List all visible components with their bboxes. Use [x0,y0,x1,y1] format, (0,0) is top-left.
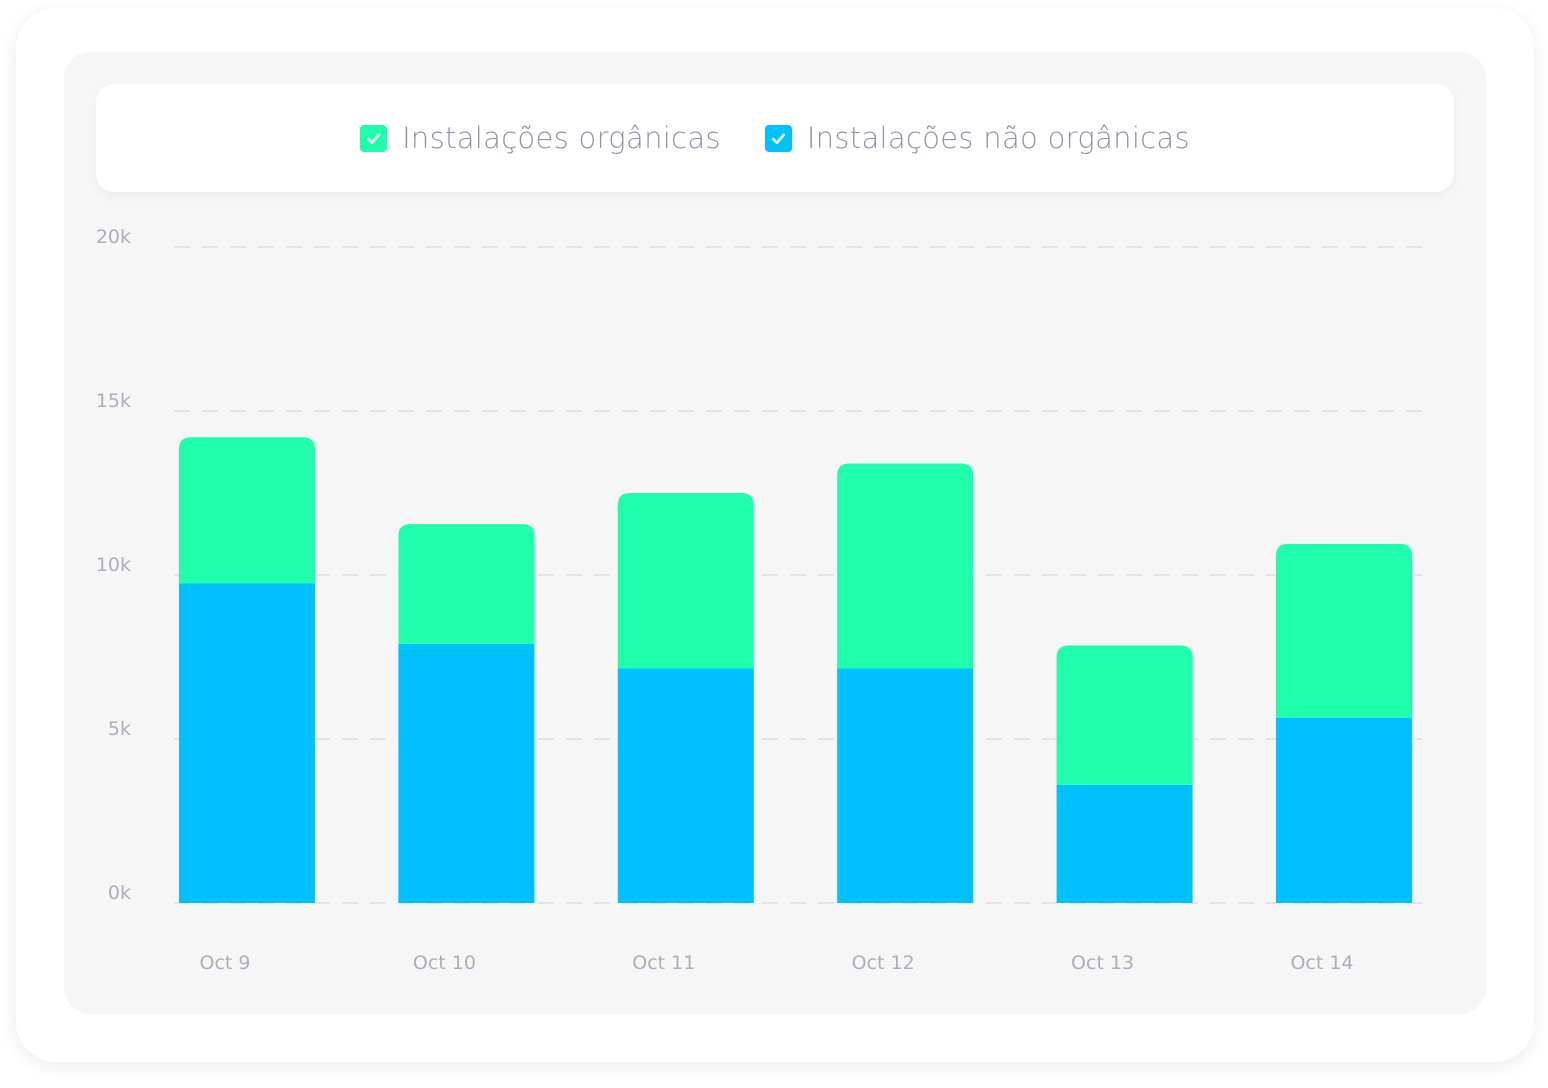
y-tick-label: 15k [96,390,131,412]
bar-segment-non-organic [617,668,754,903]
x-tick-label: Oct 11 [632,952,695,974]
bar-segment-organic [617,493,754,669]
y-tick-label: 10k [96,554,131,576]
y-tick-label: 0k [108,882,131,904]
bar-segment-non-organic [837,668,974,903]
x-tick-label: Oct 12 [852,952,915,974]
bar-segment-organic [1276,543,1412,718]
y-tick-label: 5k [108,718,131,740]
checkmark-icon[interactable] [360,124,388,152]
bar-segment-non-organic [1276,717,1412,903]
bar-segment-organic [837,463,974,669]
x-tick-label: Oct 10 [413,952,476,974]
bar-segment-non-organic [1056,784,1193,903]
bar-segment-organic [179,437,315,584]
legend-item-non-organic[interactable]: Instalações não orgânicas [764,121,1190,155]
x-tick-label: Oct 14 [1290,952,1353,974]
x-tick-label: Oct 13 [1071,952,1134,974]
bar-segment-non-organic [398,643,535,903]
x-tick-label: Oct 9 [200,952,251,974]
legend-label-non-organic: Instalações não orgânicas [806,121,1190,155]
legend-label-organic: Instalações orgânicas [402,121,721,155]
bar-segment-organic [398,524,535,644]
legend-item-organic[interactable]: Instalações orgânicas [360,121,721,155]
checkmark-icon[interactable] [764,124,792,152]
y-tick-label: 20k [96,226,131,248]
bar-segment-non-organic [179,583,315,903]
bar-segment-organic [1056,645,1193,785]
legend: Instalações orgânicas Instalações não or… [96,84,1454,192]
